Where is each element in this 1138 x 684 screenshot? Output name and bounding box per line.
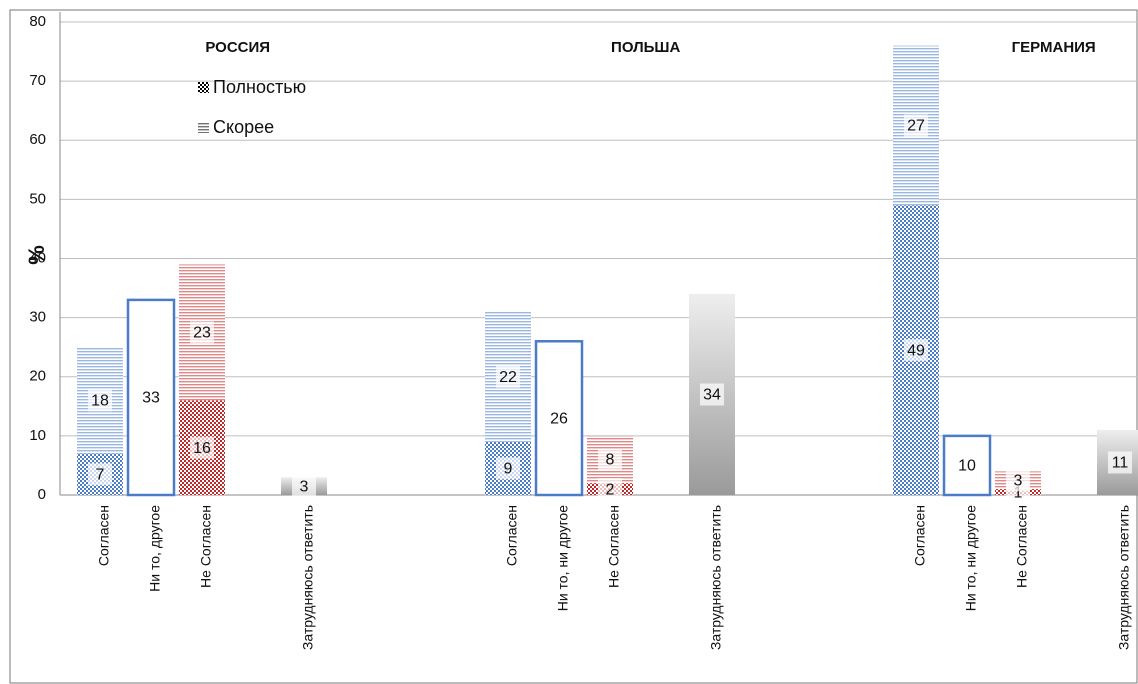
bar-segment — [126, 298, 176, 497]
legend-swatch — [198, 82, 209, 93]
bar-segment — [534, 340, 584, 497]
value-label-bg — [904, 339, 928, 362]
value-label-bg — [190, 436, 214, 459]
value-label: 9 — [504, 461, 513, 478]
y-axis-label: % — [24, 245, 49, 265]
value-label-bg — [598, 478, 622, 501]
x-tick-label: Не Согласен — [198, 505, 214, 588]
value-label: 49 — [907, 342, 925, 359]
value-label-bg — [88, 463, 112, 486]
x-tick-label: Согласен — [504, 505, 520, 566]
y-tick-label: 60 — [29, 131, 46, 148]
y-tick-label: 50 — [29, 190, 46, 207]
value-label: 27 — [907, 118, 925, 135]
value-label-bg — [496, 365, 520, 388]
y-tick-label: 80 — [29, 13, 46, 30]
value-label: 7 — [96, 467, 105, 484]
value-label: 11 — [1112, 455, 1129, 472]
value-label-bg — [190, 321, 214, 344]
group-title: ГЕРМАНИЯ — [1012, 39, 1096, 56]
y-tick-label: 30 — [29, 309, 46, 326]
value-label: 26 — [550, 410, 568, 427]
x-tick-label: Согласен — [912, 505, 928, 566]
x-tick-label: Не Согласен — [606, 505, 622, 588]
x-tick-label: Согласен — [96, 505, 112, 566]
frame — [9, 9, 1138, 684]
value-label: 1 — [1014, 484, 1023, 501]
value-label-bg — [904, 114, 928, 137]
x-tick-label: Ни то, ни другое — [555, 505, 571, 611]
value-label: 3 — [300, 478, 309, 495]
value-label: 10 — [958, 458, 976, 475]
value-label: 16 — [193, 440, 211, 457]
value-label-bg — [88, 389, 112, 412]
value-label-bg — [1108, 451, 1132, 474]
group-title: ПОЛЬША — [611, 39, 680, 56]
x-tick-label: Ни то, другое — [147, 505, 163, 592]
value-label: 34 — [703, 387, 721, 404]
group-title: РОССИЯ — [205, 39, 270, 56]
value-label: 22 — [499, 369, 517, 386]
value-label: 2 — [606, 481, 615, 498]
value-label: 23 — [193, 325, 211, 342]
x-tick-label: Ни то, ни другое — [963, 505, 979, 611]
x-tick-label: Не Согласен — [1014, 505, 1030, 588]
legend-label: Скорее — [213, 117, 274, 137]
x-tick-label: Затрудняюсь ответить — [1116, 505, 1132, 650]
y-tick-label: 70 — [29, 72, 46, 89]
value-label: 33 — [142, 390, 160, 407]
value-label-bg — [292, 475, 316, 498]
y-tick-label: 10 — [29, 427, 46, 444]
legend-label: Полностью — [213, 77, 306, 97]
y-tick-label: 40 — [29, 249, 46, 266]
value-label-bg — [496, 457, 520, 480]
value-label: 18 — [91, 393, 109, 410]
y-tick-label: 20 — [29, 368, 46, 385]
bar-segment — [942, 434, 992, 497]
y-tick-label: 0 — [38, 486, 46, 503]
x-tick-label: Затрудняюсь ответить — [300, 505, 316, 650]
legend-swatch — [198, 122, 209, 133]
x-tick-label: Затрудняюсь ответить — [708, 505, 724, 650]
value-label: 3 — [1014, 472, 1023, 489]
value-label: 8 — [606, 452, 615, 469]
value-label-bg — [598, 448, 622, 471]
value-label-bg — [1006, 469, 1030, 492]
value-label-bg — [700, 383, 724, 406]
